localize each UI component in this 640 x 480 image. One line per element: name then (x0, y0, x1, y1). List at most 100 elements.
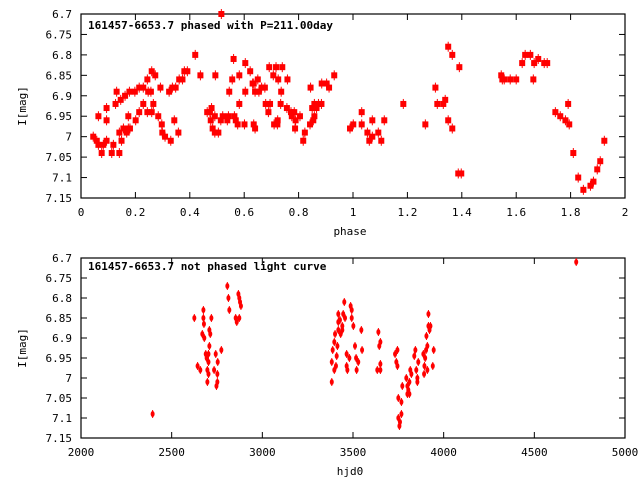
data-point (358, 107, 365, 118)
data-point (519, 58, 526, 69)
data-point (254, 74, 261, 85)
data-point (98, 148, 105, 159)
data-point (237, 314, 242, 322)
data-point (422, 119, 429, 130)
data-point (122, 90, 129, 101)
data-point (118, 135, 125, 146)
data-point (274, 115, 281, 126)
data-point (395, 346, 400, 354)
data-point (252, 86, 259, 97)
data-point (364, 127, 371, 138)
data-point (399, 398, 404, 406)
plot-title: 161457-6653.7 not phased light curve (88, 260, 327, 273)
data-point (148, 107, 155, 118)
data-point (175, 127, 182, 138)
data-point (206, 370, 211, 378)
data-point (108, 148, 115, 159)
data-point (352, 342, 357, 350)
data-point (131, 86, 138, 97)
data-point (195, 362, 200, 370)
data-point (428, 322, 433, 330)
data-point (574, 258, 579, 266)
data-point (147, 86, 154, 97)
data-point (201, 314, 206, 322)
data-point (184, 66, 191, 77)
data-point (535, 53, 542, 64)
data-point (425, 342, 430, 350)
data-point (229, 74, 236, 85)
data-point (343, 314, 348, 322)
data-point (359, 326, 364, 334)
data-point (169, 82, 176, 93)
y-tick-label: 7 (65, 372, 72, 385)
y-tick-label: 6.85 (46, 312, 73, 325)
data-point (449, 49, 456, 60)
data-point (413, 346, 418, 354)
data-point (378, 338, 383, 346)
data-point (238, 302, 243, 310)
data-point (265, 107, 272, 118)
data-point (277, 98, 284, 109)
data-point (336, 326, 341, 334)
data-point (360, 346, 365, 354)
data-point (172, 82, 179, 93)
data-point (218, 9, 225, 19)
y-tick-label: 7.05 (46, 151, 73, 164)
data-point (192, 314, 197, 322)
data-point (354, 354, 359, 362)
data-point (113, 86, 120, 97)
data-point (396, 394, 401, 402)
x-tick-label: 4500 (521, 446, 548, 459)
y-tick-label: 6.9 (52, 90, 72, 103)
data-point (117, 94, 124, 105)
data-point (126, 86, 133, 97)
data-point (345, 366, 350, 374)
data-point (565, 98, 572, 109)
data-point (445, 41, 452, 52)
data-point (527, 49, 534, 60)
data-point (501, 74, 508, 85)
data-point (311, 111, 318, 122)
data-point (425, 366, 430, 374)
data-point (347, 123, 354, 134)
data-point (242, 58, 249, 69)
data-point (507, 74, 514, 85)
data-point (395, 362, 400, 370)
data-point (266, 62, 273, 73)
data-point (252, 123, 259, 134)
data-point (283, 103, 290, 114)
data-point (150, 410, 155, 418)
data-point (215, 370, 220, 378)
data-point (226, 294, 231, 302)
data-point (116, 127, 123, 138)
data-point (378, 135, 385, 146)
data-point (336, 310, 341, 318)
data-point (335, 342, 340, 350)
data-point (296, 111, 303, 122)
y-tick-label: 6.75 (46, 28, 73, 41)
x-tick-label: 0.8 (289, 206, 309, 219)
data-point (347, 354, 352, 362)
data-point (330, 346, 335, 354)
data-point (531, 58, 538, 69)
data-point (192, 49, 199, 60)
data-point (292, 123, 299, 134)
data-point (415, 378, 420, 386)
y-tick-label: 7.1 (52, 172, 72, 185)
data-point (351, 322, 356, 330)
data-point (140, 82, 147, 93)
x-tick-label: 4000 (430, 446, 457, 459)
data-point (580, 184, 587, 195)
data-point (148, 66, 155, 77)
unphased-plot: 161457-6653.7 not phased light curve hjd… (16, 252, 638, 478)
plot-frame (80, 257, 626, 439)
data-point (407, 378, 412, 386)
data-point (202, 334, 207, 342)
x-tick-label: 1.4 (452, 206, 472, 219)
data-point (397, 418, 402, 426)
y-tick-label: 6.9 (52, 332, 72, 345)
data-point (205, 378, 210, 386)
data-point (211, 127, 218, 138)
x-tick-label: 1 (350, 206, 357, 219)
data-point (430, 362, 435, 370)
